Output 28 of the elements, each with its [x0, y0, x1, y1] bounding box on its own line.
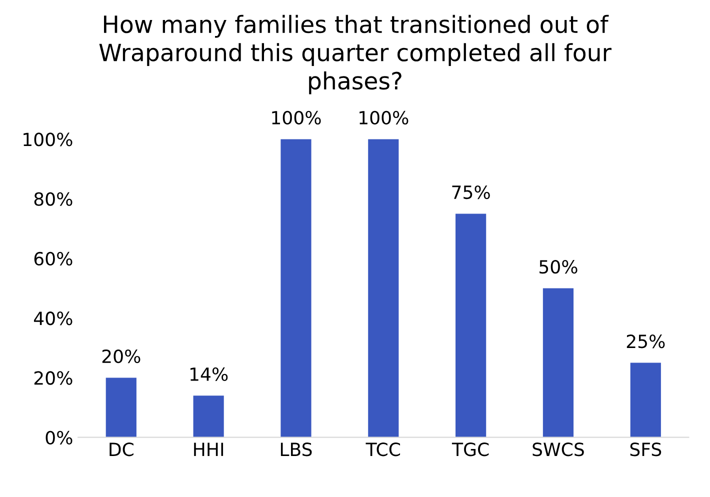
x-tick-label: SFS: [630, 442, 662, 456]
data-label: 50%: [540, 260, 578, 274]
bar: [630, 362, 661, 438]
bar: [193, 396, 224, 438]
bar: [106, 378, 136, 438]
bar: [456, 214, 486, 438]
data-label: 14%: [190, 367, 228, 382]
y-tick-label: 100%: [24, 132, 72, 146]
x-tick-label: SWCS: [532, 442, 584, 456]
x-tick-label: LBS: [280, 442, 312, 456]
data-label: 20%: [102, 349, 140, 364]
data-label: 75%: [452, 185, 490, 200]
y-tick-label: 40%: [34, 312, 72, 326]
y-tick-label: 20%: [34, 371, 72, 385]
data-label: 100%: [272, 110, 321, 125]
x-tick-label: DC: [110, 442, 134, 456]
bar: [542, 288, 574, 438]
bar: [280, 139, 312, 438]
x-tick-label: TCC: [366, 442, 400, 456]
y-tick-label: 0%: [46, 430, 72, 444]
y-tick-label: 60%: [34, 252, 72, 266]
x-tick-label: HHI: [194, 442, 224, 456]
chart-title: How many families that transitioned out of Wraparound this quarter completed all four phases?: [99, 14, 612, 94]
data-label: 100%: [360, 110, 408, 125]
bar: [368, 139, 399, 438]
x-tick-label: TGC: [452, 442, 489, 456]
data-label: 25%: [626, 334, 665, 348]
y-tick-label: 80%: [34, 192, 72, 206]
